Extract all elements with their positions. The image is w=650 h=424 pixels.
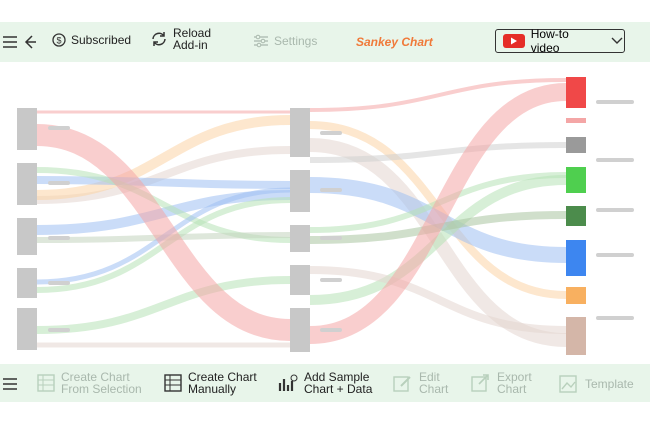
reload-button[interactable]: Reload Add-in xyxy=(150,27,211,51)
create-from-selection-button[interactable]: Create Chart From Selection xyxy=(36,371,142,395)
export-chart-button[interactable]: Export Chart xyxy=(470,371,532,395)
top-toolbar: $ Subscribed Reload Add-in Settings Sanke… xyxy=(0,22,650,62)
button-label: Add-in xyxy=(173,38,208,52)
bottom-toolbar: Create Chart From Selection Create Chart M… xyxy=(0,364,650,402)
app-title: Sankey Chart xyxy=(356,35,433,49)
button-label: Chart xyxy=(497,382,527,396)
button-label: From Selection xyxy=(61,382,142,396)
button-label: Settings xyxy=(274,34,318,48)
subscribed-button[interactable]: $ Subscribed xyxy=(52,33,131,47)
button-label: Chart xyxy=(419,382,449,396)
button-label: Add Sample xyxy=(304,370,370,384)
create-manually-button[interactable]: Create Chart Manually xyxy=(163,371,257,395)
button-label: Edit xyxy=(419,370,440,384)
label-placeholders xyxy=(48,100,634,332)
button-label: Create Chart xyxy=(188,370,257,384)
menu-button[interactable] xyxy=(2,34,43,50)
button-label: Chart + Data xyxy=(304,382,373,396)
svg-text:$: $ xyxy=(56,36,61,46)
edit-chart-button[interactable]: Edit Chart xyxy=(392,371,448,395)
menu-button[interactable] xyxy=(2,376,25,392)
video-dropdown[interactable]: How-to video xyxy=(495,27,625,55)
add-sample-button[interactable]: Add Sample Chart + Data xyxy=(277,371,372,395)
flows xyxy=(36,78,567,348)
button-label: Subscribed xyxy=(71,33,132,47)
nodes xyxy=(17,77,586,355)
button-label: Export xyxy=(497,370,532,384)
settings-button[interactable]: Settings xyxy=(253,34,317,48)
button-label: Manually xyxy=(188,382,237,396)
button-label: Create Chart xyxy=(61,370,130,384)
sankey-illustration xyxy=(17,77,634,355)
dropdown-label: How-to video xyxy=(530,27,569,55)
button-label: Reload xyxy=(173,26,212,40)
template-button[interactable]: Template xyxy=(558,374,634,394)
button-label: Template xyxy=(585,377,634,391)
